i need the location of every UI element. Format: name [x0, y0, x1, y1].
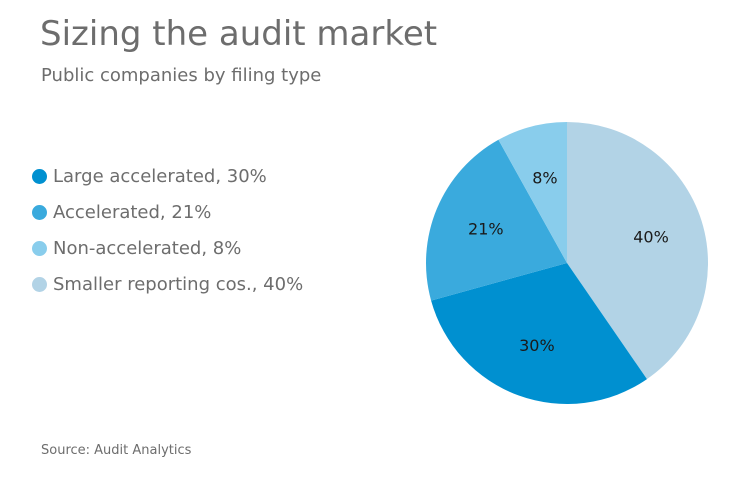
- legend-label: Accelerated, 21%: [53, 201, 212, 223]
- legend-item-non-accelerated: Non-accelerated, 8%: [32, 230, 303, 266]
- pie-slice-8pct: [498, 122, 567, 263]
- chart-title: Sizing the audit market: [40, 14, 438, 54]
- legend-swatch: [32, 168, 47, 184]
- legend-item-accelerated: Accelerated, 21%: [32, 194, 303, 230]
- slice-label: 8%: [532, 168, 557, 187]
- legend-swatch: [32, 276, 47, 292]
- legend-swatch: [32, 240, 47, 256]
- legend-label: Non-accelerated, 8%: [53, 237, 242, 259]
- legend-item-smaller-reporting: Smaller reporting cos., 40%: [32, 266, 303, 302]
- pie-slice-21pct: [426, 139, 567, 301]
- legend-label: Large accelerated, 30%: [53, 165, 267, 187]
- legend: Large accelerated, 30% Accelerated, 21% …: [32, 158, 303, 302]
- legend-label: Smaller reporting cos., 40%: [53, 273, 304, 295]
- pie-slice-40pct: [567, 122, 709, 380]
- slice-label: 30%: [519, 336, 555, 355]
- source-note: Source: Audit Analytics: [41, 443, 192, 458]
- slice-label: 40%: [633, 227, 669, 246]
- legend-item-large-accelerated: Large accelerated, 30%: [32, 158, 303, 194]
- pie-slice-30pct: [431, 263, 647, 404]
- chart-subtitle: Public companies by filing type: [41, 65, 322, 86]
- legend-swatch: [32, 204, 47, 220]
- slice-label: 21%: [468, 220, 504, 239]
